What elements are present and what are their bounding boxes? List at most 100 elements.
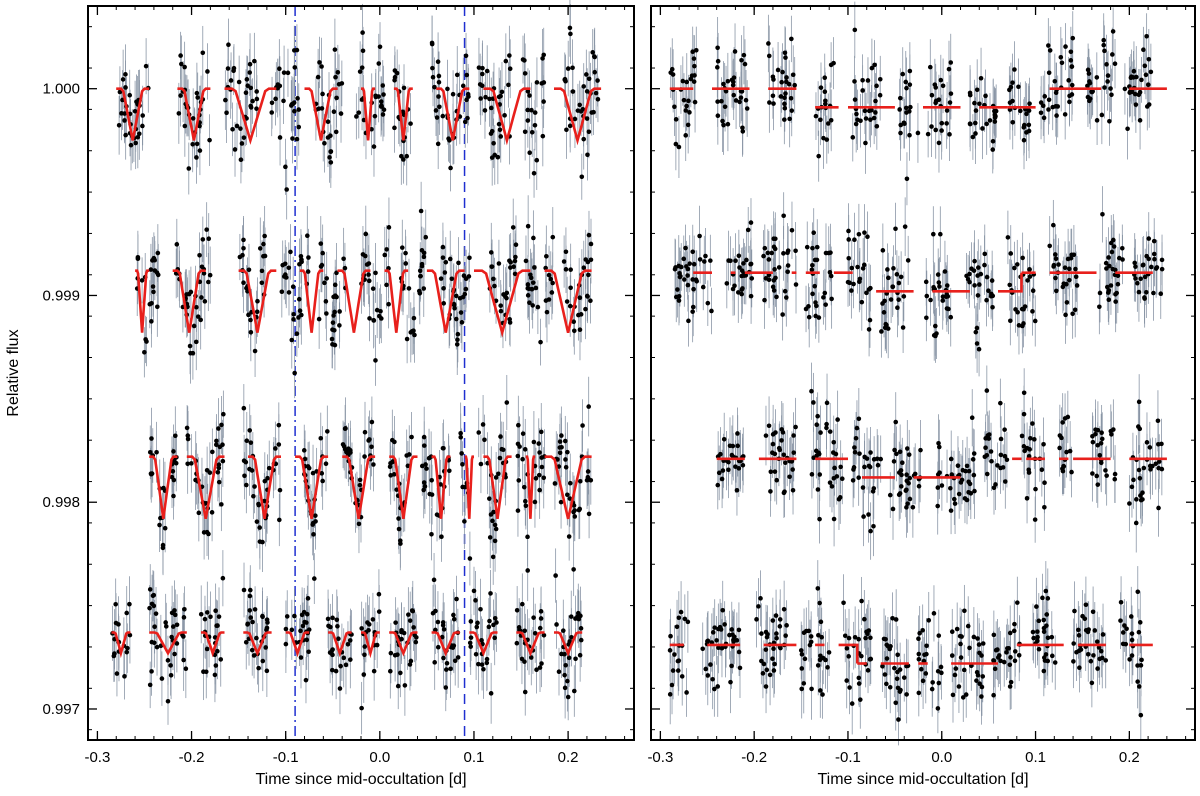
data-point (456, 260, 461, 266)
data-point (710, 630, 716, 635)
data-point (531, 171, 537, 176)
data-point (1004, 457, 1010, 463)
data-point (189, 461, 194, 466)
data-point (585, 469, 591, 474)
data-point (687, 110, 692, 115)
data-point (824, 425, 829, 431)
data-point (441, 655, 446, 661)
data-point (973, 329, 979, 335)
data-point (538, 429, 544, 435)
data-point (907, 496, 913, 502)
data-point (1052, 252, 1058, 257)
data-point (899, 460, 905, 466)
data-point (325, 616, 331, 622)
data-point (888, 297, 894, 302)
data-point (523, 258, 529, 264)
data-point (776, 265, 782, 270)
data-point (992, 119, 998, 124)
data-point (204, 646, 210, 652)
y-tick-label: 1.000 (42, 81, 80, 98)
data-point (813, 448, 819, 454)
data-point (932, 82, 938, 87)
data-point (212, 672, 218, 678)
data-point (1159, 257, 1165, 263)
model-curve (135, 269, 150, 333)
data-point (1085, 67, 1091, 73)
data-point (758, 596, 763, 601)
data-point (785, 263, 791, 268)
data-point (186, 166, 192, 171)
data-point (975, 273, 980, 278)
data-point (411, 315, 417, 321)
data-point (684, 690, 689, 695)
data-point (1051, 264, 1056, 269)
data-point (1152, 256, 1157, 262)
data-point (248, 587, 253, 593)
data-point (829, 484, 835, 489)
data-point (744, 257, 749, 263)
data-point (305, 611, 310, 617)
data-point (736, 627, 742, 633)
data-point (770, 284, 776, 290)
data-point (484, 68, 490, 74)
data-point (480, 71, 485, 77)
data-point (1086, 71, 1092, 76)
data-point (460, 83, 466, 89)
data-point (356, 110, 362, 115)
data-point (244, 482, 249, 488)
data-point (1110, 29, 1116, 34)
data-point (499, 89, 505, 95)
data-point (484, 656, 490, 662)
data-point (1156, 465, 1161, 471)
model-curve (474, 269, 531, 338)
data-point (850, 478, 856, 483)
data-point (174, 641, 180, 646)
data-point (675, 658, 681, 664)
data-point (552, 481, 558, 486)
data-point (488, 131, 494, 136)
data-point (338, 663, 343, 669)
data-point (929, 92, 935, 98)
data-point (538, 616, 544, 621)
data-point (1046, 43, 1051, 48)
data-point (903, 488, 909, 493)
data-point (234, 123, 240, 129)
data-point (821, 135, 826, 141)
data-point (878, 456, 884, 462)
data-point (566, 534, 572, 539)
data-point (1111, 244, 1117, 249)
data-point (1108, 86, 1113, 91)
data-point (802, 656, 808, 662)
data-point (765, 631, 770, 637)
data-point (493, 526, 499, 532)
data-point (504, 400, 510, 405)
data-point (765, 250, 771, 256)
data-point (337, 323, 342, 328)
data-point (586, 404, 591, 409)
data-point (1010, 80, 1015, 85)
data-point (903, 105, 909, 111)
data-point (1060, 284, 1066, 290)
data-point (374, 642, 380, 648)
data-point (388, 460, 393, 466)
x-tick-label: -0.1 (273, 749, 299, 766)
data-point (275, 82, 281, 87)
data-point (948, 508, 954, 513)
data-point (522, 58, 527, 63)
data-point (1018, 108, 1023, 114)
data-point (1114, 290, 1119, 296)
data-point (520, 456, 525, 462)
data-point (784, 75, 789, 80)
data-point (453, 316, 459, 322)
data-point (874, 456, 880, 462)
data-point (679, 674, 685, 679)
data-point (806, 314, 812, 320)
data-point (187, 343, 193, 349)
data-point (1014, 262, 1020, 267)
data-point (572, 116, 578, 122)
data-point (1097, 452, 1103, 458)
data-point (670, 668, 676, 673)
data-point (580, 423, 585, 428)
data-point (283, 626, 289, 632)
data-point (569, 635, 574, 640)
